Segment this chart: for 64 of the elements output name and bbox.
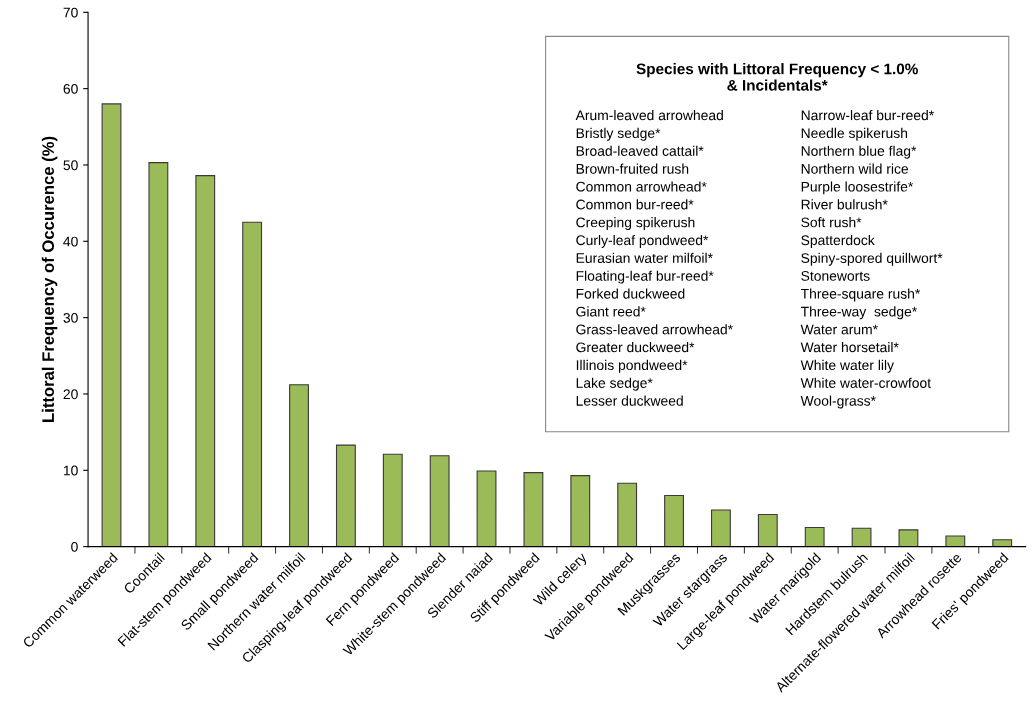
annotation: Lake sedge* (576, 377, 653, 391)
annotation: Giant reed* (576, 306, 646, 317)
annotation: Water arum* (800, 324, 878, 335)
annotation: Eurasian water milfoil* (576, 252, 713, 263)
bar (101, 103, 122, 547)
annotation: Needle spikerush (801, 127, 908, 141)
bar (992, 539, 1013, 547)
annotation: Three-square rush* (800, 288, 921, 302)
annotation: Northern wild rice (801, 163, 909, 174)
annotation: Greater duckweed* (576, 342, 695, 353)
y-axis-title: Littoral Frequency of Occurence (%) (41, 136, 58, 422)
y-tick-label: 10 (63, 465, 78, 476)
bar (335, 444, 356, 547)
annotation: Common arrowhead* (576, 181, 707, 192)
annotation: Floating-leaf bur-reed* (576, 270, 714, 284)
y-tick-label: 60 (63, 83, 78, 94)
bar (242, 221, 263, 547)
annotation: Forked duckweed (576, 288, 685, 299)
annotation: Bristly sedge* (576, 127, 661, 141)
bar (757, 514, 778, 547)
bar (429, 455, 450, 547)
bar (570, 475, 591, 547)
annotation: Stoneworts (801, 271, 870, 281)
annotation: Spatterdock (801, 234, 875, 248)
annotation: Water horsetail* (800, 342, 899, 353)
annotation: Illinois pondweed* (576, 359, 688, 373)
y-tick-label: 70 (63, 7, 78, 18)
annotation: Narrow-leaf bur-reed* (801, 110, 934, 121)
annotation: Brown-fruited rush (576, 163, 689, 174)
annotation: Lesser duckweed (576, 395, 683, 406)
annotation: Broad-leaved cattail* (576, 145, 704, 156)
annotation: Soft rush* (801, 217, 862, 228)
annotation: White water lily (800, 359, 894, 373)
bar (898, 529, 919, 547)
bar (945, 535, 966, 547)
y-tick-label: 50 (63, 160, 78, 171)
bar (382, 453, 403, 547)
annotation: Wool-grass* (800, 395, 876, 409)
bar (617, 482, 638, 547)
annotation: Arum-leaved arrowhead (575, 110, 723, 121)
bar (710, 509, 731, 547)
annotation: Northern blue flag* (801, 145, 917, 159)
annotation: Common bur-reed* (576, 199, 694, 210)
annotation: Spiny-spored quillwort* (801, 252, 943, 266)
annotation: Creeping spikerush (576, 217, 695, 231)
annotation: Three-way sedge* (800, 306, 917, 320)
y-tick-label: 20 (63, 389, 78, 400)
bar (148, 162, 169, 547)
annotation: Curly-leaf pondweed* (576, 234, 709, 248)
annotation: Purple loosestrife* (801, 181, 914, 195)
y-tick-label: 30 (63, 312, 78, 323)
annotation: Species with Littoral Frequency < 1.0% & Incidentals* (636, 63, 918, 91)
bar (523, 472, 544, 547)
bar (476, 470, 497, 547)
bar (851, 527, 872, 547)
y-tick-label: 0 (71, 541, 78, 552)
y-tick-label: 40 (63, 236, 78, 247)
bar (289, 384, 309, 547)
annotation: Grass-leaved arrowhead* (576, 324, 733, 335)
annotation: River bulrush* (801, 199, 888, 210)
annotation: White water-crowfoot (800, 377, 931, 388)
bar (195, 175, 216, 547)
bar (804, 526, 825, 547)
bar (664, 494, 684, 547)
